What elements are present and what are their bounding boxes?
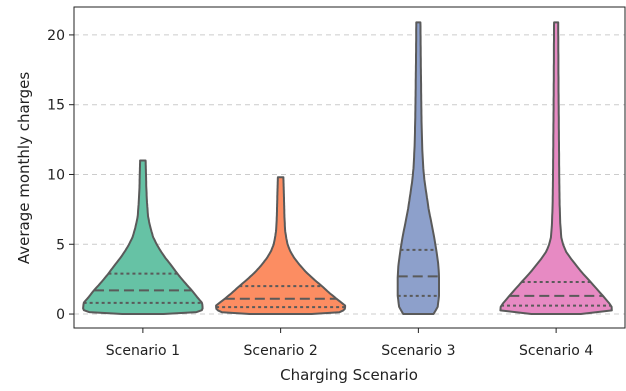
y-tick-label-20: 20 bbox=[47, 28, 65, 44]
y-tick-label-5: 5 bbox=[56, 237, 65, 253]
violin-body-1 bbox=[82, 159, 204, 315]
violin-body-2 bbox=[215, 176, 347, 315]
x-axis-ticks: Scenario 1 Scenario 2 Scenario 3 Scenario 4 bbox=[106, 328, 593, 359]
violin-4 bbox=[499, 21, 613, 315]
y-tick-label-15: 15 bbox=[47, 98, 65, 114]
violin-body-4 bbox=[499, 21, 613, 315]
y-tick-label-0: 0 bbox=[56, 307, 65, 323]
x-tick-label-1: Scenario 1 bbox=[106, 343, 180, 359]
plot-frame bbox=[73, 6, 626, 329]
x-tick-label-3: Scenario 3 bbox=[381, 343, 455, 359]
violin-3 bbox=[396, 21, 440, 315]
x-axis-label: Charging Scenario bbox=[280, 366, 418, 384]
x-tick-label-4: Scenario 4 bbox=[519, 343, 593, 359]
violin-body-3 bbox=[396, 21, 440, 315]
violin-1 bbox=[82, 159, 204, 315]
violin-2 bbox=[215, 176, 347, 315]
y-tick-label-10: 10 bbox=[47, 167, 65, 183]
y-axis-ticks: 0 5 10 15 20 bbox=[47, 28, 74, 323]
x-tick-label-2: Scenario 2 bbox=[244, 343, 318, 359]
violins bbox=[82, 21, 613, 315]
y-axis-label: Average monthly charges bbox=[15, 72, 33, 264]
